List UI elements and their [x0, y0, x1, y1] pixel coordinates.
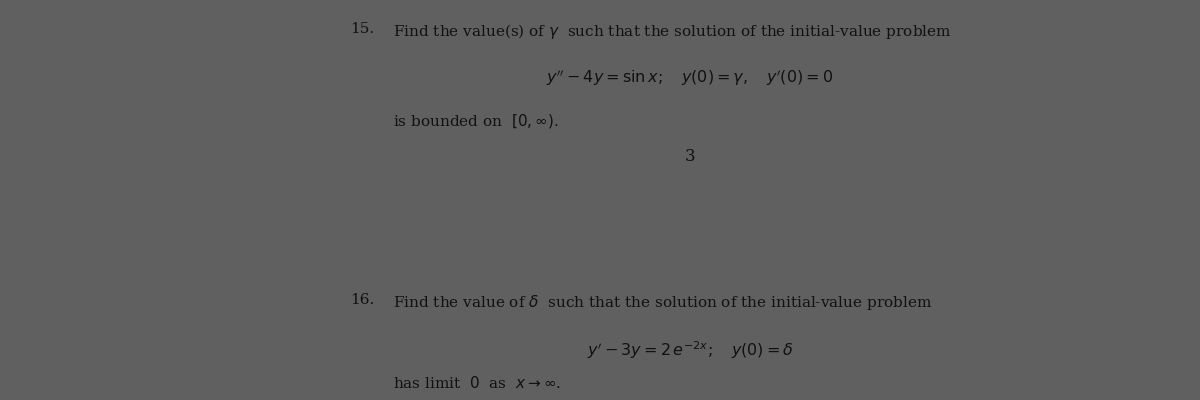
Text: has limit  $0$  as  $x \to \infty$.: has limit $0$ as $x \to \infty$. [394, 375, 562, 391]
Text: $y' - 3y = 2\,e^{-2x};\quad y(0) = \delta$: $y' - 3y = 2\,e^{-2x};\quad y(0) = \delt… [587, 339, 793, 361]
Text: $y'' - 4y = \sin x;\quad y(0) = \gamma, \quad y'(0) = 0$: $y'' - 4y = \sin x;\quad y(0) = \gamma, … [546, 68, 834, 88]
Text: Find the value of $\delta$  such that the solution of the initial-value problem: Find the value of $\delta$ such that the… [394, 293, 932, 312]
Text: Find the value(s) of $\gamma$  such that the solution of the initial-value probl: Find the value(s) of $\gamma$ such that … [394, 22, 952, 41]
Text: 15.: 15. [350, 22, 374, 36]
Text: 16.: 16. [350, 293, 374, 307]
Text: is bounded on  $[0, \infty)$.: is bounded on $[0, \infty)$. [394, 112, 559, 130]
Text: 3: 3 [685, 148, 695, 165]
